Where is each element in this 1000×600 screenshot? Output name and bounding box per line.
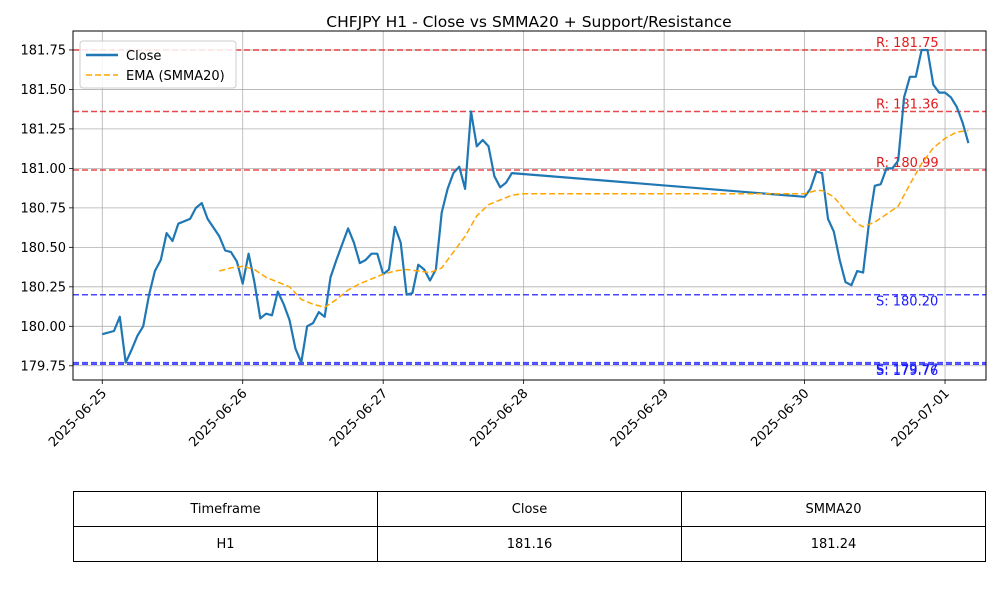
x-tick-label: 2025-06-28 — [467, 386, 531, 450]
x-tick-label: 2025-06-27 — [327, 386, 391, 450]
legend: Close EMA (SMMA20) — [79, 40, 237, 89]
y-tick-label: 181.50 — [21, 83, 67, 98]
resistance-level-label: R: 181.75 — [876, 36, 939, 51]
cell-smma20: 181.24 — [681, 526, 986, 562]
cell-timeframe: H1 — [73, 526, 378, 562]
header-close: Close — [377, 491, 682, 527]
close-series-line — [102, 48, 970, 364]
y-tick-label: 180.75 — [21, 201, 67, 216]
support-level-label: S: 179.77 — [876, 363, 938, 378]
grid — [73, 31, 986, 380]
table-header-row: Timeframe Close SMMA20 — [73, 491, 986, 527]
resistance-level-label: R: 181.36 — [876, 98, 939, 113]
y-tick-label: 179.75 — [21, 359, 67, 374]
summary-table: Timeframe Close SMMA20 H1 181.16 181.24 — [73, 491, 986, 562]
header-smma20: SMMA20 — [681, 491, 986, 527]
x-tick-label: 2025-06-29 — [608, 386, 672, 450]
x-tick-label: 2025-06-26 — [187, 386, 251, 450]
resistance-level-label: R: 180.99 — [876, 156, 939, 171]
legend-label-smma: EMA (SMMA20) — [126, 69, 225, 84]
support-resistance-levels: R: 181.75 R: 181.36 R: 180.99 S: 180.20 S: 1… — [73, 36, 986, 379]
y-tick-label: 180.50 — [21, 241, 67, 256]
support-level-label: S: 179.76 — [876, 364, 938, 379]
chart: CHFJPY H1 - Close vs SMMA20 + Support/Re… — [21, 13, 987, 450]
y-tick-label: 180.00 — [21, 320, 67, 335]
support-level-label: S: 180.20 — [876, 295, 938, 310]
x-tick-label: 2025-06-30 — [748, 386, 812, 450]
header-timeframe: Timeframe — [73, 491, 378, 527]
series-lines — [102, 48, 970, 364]
smma20-series-line — [219, 129, 969, 309]
plot-frame — [72, 30, 987, 381]
chart-title: CHFJPY H1 - Close vs SMMA20 + Support/Re… — [326, 13, 731, 31]
y-tick-label: 181.75 — [21, 43, 67, 58]
legend-box — [79, 40, 237, 89]
cell-close: 181.16 — [377, 526, 682, 562]
x-tick-label: 2025-07-01 — [889, 386, 953, 450]
axis-ticks: 179.75 180.00 180.25 180.50 180.75 181.00 181.… — [21, 43, 953, 450]
x-tick-label: 2025-06-25 — [46, 386, 110, 450]
table-row: H1 181.16 181.24 — [73, 526, 986, 562]
y-tick-label: 181.00 — [21, 162, 67, 177]
y-tick-label: 180.25 — [21, 280, 67, 295]
legend-label-close: Close — [126, 49, 161, 64]
y-tick-label: 181.25 — [21, 122, 67, 137]
